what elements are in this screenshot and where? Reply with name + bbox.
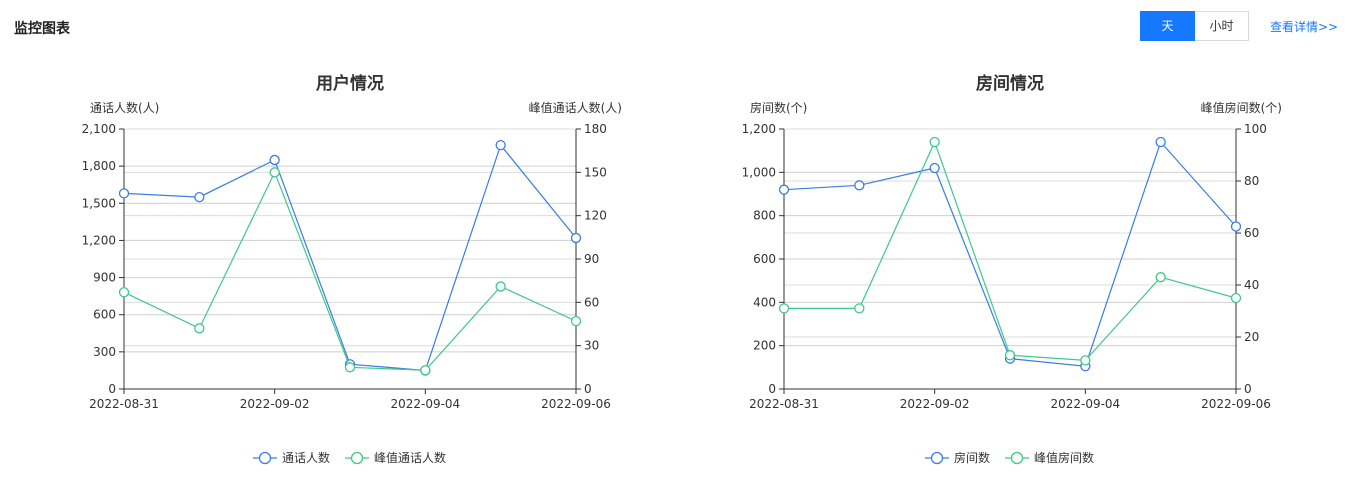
data-point[interactable] <box>495 281 506 292</box>
data-point[interactable] <box>778 303 790 314</box>
y-left-tick-label: 1,200 <box>742 122 776 136</box>
data-point[interactable] <box>854 180 865 191</box>
legend-marker <box>258 451 272 465</box>
data-point[interactable] <box>778 184 790 195</box>
series-line-2 <box>784 140 1237 362</box>
y-right-tick-label: 80 <box>1244 174 1259 188</box>
x-tick-label: 2022-08-31 <box>89 397 159 411</box>
data-point[interactable] <box>1080 355 1091 366</box>
data-point[interactable] <box>854 303 865 314</box>
x-tick-label: 2022-09-02 <box>240 397 310 411</box>
data-point[interactable] <box>344 362 356 373</box>
chart-title: 用户情况 <box>316 73 384 94</box>
data-point[interactable] <box>1230 221 1242 232</box>
y-left-axis-title: 通话人数(人) <box>90 100 159 115</box>
data-point[interactable] <box>1230 292 1242 304</box>
data-point[interactable] <box>194 323 205 334</box>
y-right-tick-label: 20 <box>1244 330 1259 344</box>
toggle-day-button[interactable]: 天 <box>1140 11 1195 41</box>
y-right-tick-label: 90 <box>584 252 599 266</box>
legend-marker <box>350 451 364 465</box>
y-left-tick-label: 600 <box>753 252 776 266</box>
y-right-tick-label: 0 <box>1244 382 1252 396</box>
x-tick-label: 2022-08-31 <box>749 397 819 411</box>
legend-item[interactable]: 峰值通话人数 <box>345 450 446 465</box>
y-left-tick-label: 1,200 <box>82 233 116 247</box>
y-right-axis-title: 峰值房间数(个) <box>1201 100 1282 115</box>
y-left-tick-label: 2,100 <box>82 122 116 136</box>
y-left-tick-label: 1,000 <box>742 165 776 179</box>
y-right-tick-label: 120 <box>584 209 607 223</box>
legend-label: 峰值通话人数 <box>374 450 446 465</box>
data-point[interactable] <box>269 167 280 178</box>
y-left-tick-label: 400 <box>753 295 776 309</box>
time-range-toggle: 天 小时 <box>1140 11 1249 41</box>
legend-item[interactable]: 房间数 <box>925 450 990 465</box>
y-right-tick-label: 0 <box>584 382 592 396</box>
y-left-tick-label: 0 <box>108 382 116 396</box>
data-point[interactable] <box>420 365 431 376</box>
legend-label: 通话人数 <box>282 450 330 465</box>
x-tick-label: 2022-09-02 <box>900 397 970 411</box>
legend-label: 峰值房间数 <box>1034 450 1094 465</box>
y-left-tick-label: 600 <box>93 308 116 322</box>
y-right-tick-label: 30 <box>584 339 599 353</box>
legend-item[interactable]: 通话人数 <box>253 450 330 465</box>
y-left-tick-label: 800 <box>753 209 776 223</box>
data-point[interactable] <box>495 139 506 151</box>
y-right-tick-label: 180 <box>584 122 607 136</box>
data-point[interactable] <box>570 315 582 327</box>
data-point[interactable] <box>1155 272 1166 283</box>
data-point[interactable] <box>118 188 130 199</box>
y-left-tick-label: 1,800 <box>82 159 116 173</box>
data-point[interactable] <box>1004 350 1016 361</box>
y-left-tick-label: 900 <box>93 271 116 285</box>
y-right-tick-label: 40 <box>1244 278 1259 292</box>
data-point[interactable] <box>929 162 940 174</box>
y-right-tick-label: 60 <box>1244 226 1259 240</box>
legend-item[interactable]: 峰值房间数 <box>1005 450 1094 465</box>
x-tick-label: 2022-09-06 <box>541 397 611 411</box>
x-tick-label: 2022-09-04 <box>1050 397 1120 411</box>
legend-label: 房间数 <box>954 450 990 465</box>
chart-title: 房间情况 <box>976 73 1044 94</box>
view-details-link[interactable]: 查看详情>> <box>1270 20 1339 34</box>
data-point[interactable] <box>269 154 280 166</box>
data-point[interactable] <box>118 287 130 298</box>
page-title: 监控图表 <box>14 21 70 37</box>
y-left-tick-label: 0 <box>768 382 776 396</box>
x-tick-label: 2022-09-04 <box>390 397 460 411</box>
data-point[interactable] <box>194 191 205 203</box>
data-point[interactable] <box>570 232 582 244</box>
y-left-axis-title: 房间数(个) <box>750 100 807 115</box>
series-line-1 <box>123 143 577 372</box>
legend-marker <box>1010 451 1024 465</box>
series-line-1 <box>783 140 1237 367</box>
y-left-tick-label: 300 <box>93 345 116 359</box>
y-left-tick-label: 200 <box>753 339 776 353</box>
series-line-2 <box>123 170 577 371</box>
x-tick-label: 2022-09-06 <box>1201 397 1271 411</box>
data-point[interactable] <box>1155 136 1166 148</box>
data-point[interactable] <box>929 136 940 148</box>
y-right-axis-title: 峰值通话人数(人) <box>529 100 622 115</box>
y-right-tick-label: 150 <box>584 165 607 179</box>
y-right-tick-label: 60 <box>584 295 599 309</box>
y-left-tick-label: 1,500 <box>82 196 116 210</box>
toggle-hour-button[interactable]: 小时 <box>1195 11 1249 41</box>
y-right-tick-label: 100 <box>1244 122 1267 136</box>
legend-marker <box>930 451 944 465</box>
